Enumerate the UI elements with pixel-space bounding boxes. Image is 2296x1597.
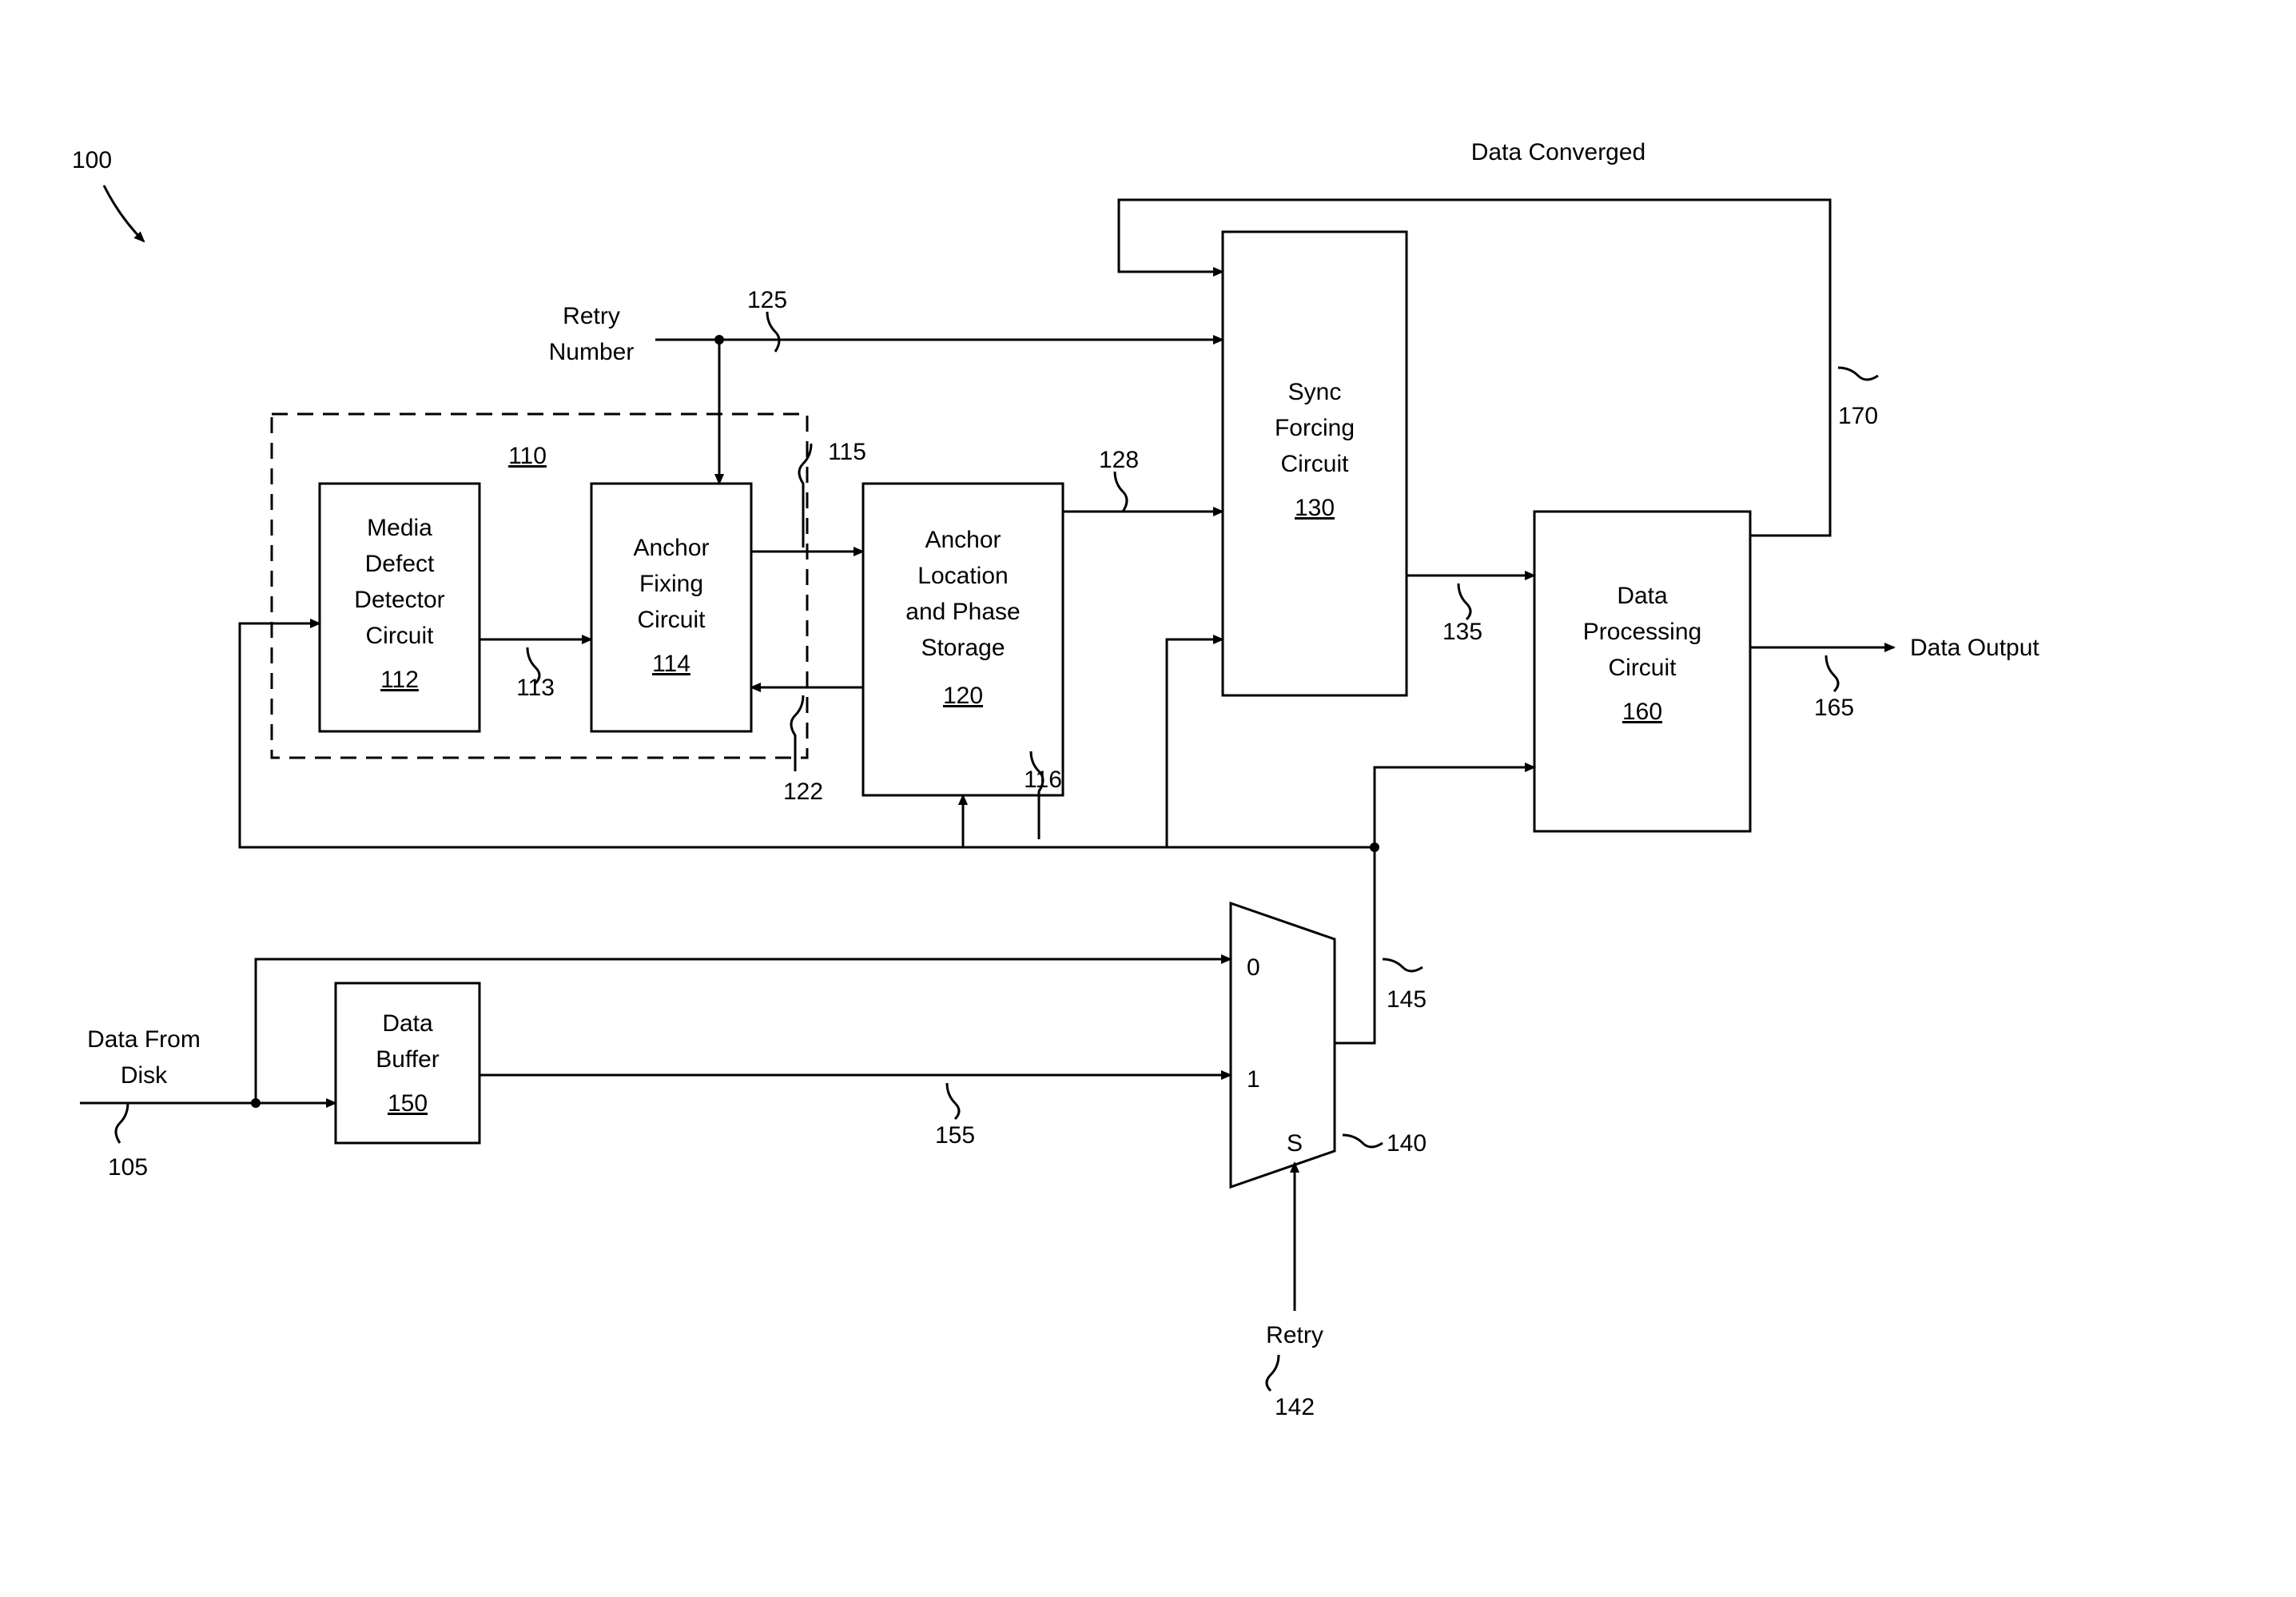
svg-text:Circuit: Circuit	[637, 607, 706, 633]
squiggle-155	[947, 1083, 959, 1119]
ref-122: 122	[783, 779, 823, 805]
data-from-disk-label-2: Disk	[121, 1062, 168, 1089]
ref-165: 165	[1814, 695, 1854, 721]
squiggle-128	[1115, 472, 1127, 512]
svg-text:Data: Data	[1617, 583, 1668, 609]
svg-text:Sync: Sync	[1288, 379, 1342, 405]
data-output-label: Data Output	[1910, 635, 2039, 661]
squiggle-115	[799, 444, 811, 548]
squiggle-142	[1267, 1355, 1279, 1391]
wire-bus-to-sync	[1167, 639, 1223, 847]
ref-135: 135	[1442, 619, 1482, 645]
ref-142: 142	[1275, 1394, 1315, 1420]
dashed-group-ref: 110	[508, 443, 547, 469]
svg-text:Processing: Processing	[1583, 619, 1701, 645]
svg-text:Anchor: Anchor	[925, 527, 1001, 553]
mux-in0-label: 0	[1247, 954, 1260, 981]
svg-text:Buffer: Buffer	[376, 1046, 440, 1073]
block-data-processing: Data Processing Circuit 160	[1534, 512, 1750, 831]
ref-125: 125	[747, 287, 787, 313]
block-anchor-storage: Anchor Location and Phase Storage 120	[863, 484, 1063, 795]
figure-ref-arrow	[104, 185, 144, 241]
svg-text:160: 160	[1622, 699, 1662, 725]
ref-145: 145	[1387, 986, 1427, 1013]
svg-text:Circuit: Circuit	[1280, 451, 1349, 477]
block-data-buffer: Data Buffer 150	[336, 983, 479, 1143]
squiggle-170	[1838, 368, 1878, 380]
ref-128: 128	[1099, 447, 1139, 473]
squiggle-125	[767, 312, 779, 352]
data-from-disk-label-1: Data From	[87, 1026, 201, 1053]
retry-number-label-line1: Retry	[563, 303, 620, 329]
mux-selector: 0 1 S	[1231, 903, 1335, 1187]
ref-115: 115	[828, 439, 866, 465]
squiggle-140	[1343, 1135, 1383, 1147]
svg-text:Forcing: Forcing	[1275, 415, 1355, 441]
svg-text:150: 150	[388, 1090, 428, 1117]
squiggle-122	[791, 695, 803, 771]
svg-text:Media: Media	[367, 515, 432, 541]
ref-170: 170	[1838, 403, 1878, 429]
svg-text:Location: Location	[917, 563, 1008, 589]
svg-text:114: 114	[652, 651, 690, 677]
block-media-defect-detector: Media Defect Detector Circuit 112	[320, 484, 479, 731]
svg-text:Fixing: Fixing	[639, 571, 703, 597]
svg-text:Circuit: Circuit	[365, 623, 434, 649]
squiggle-145	[1383, 959, 1423, 971]
svg-text:Defect: Defect	[365, 551, 435, 577]
block-anchor-fixing: Anchor Fixing Circuit 114	[591, 484, 751, 731]
svg-text:Storage: Storage	[921, 635, 1005, 661]
ref-155: 155	[935, 1122, 975, 1149]
squiggle-165	[1826, 655, 1838, 691]
retry-number-label-line2: Number	[549, 339, 635, 365]
svg-text:Data: Data	[382, 1010, 433, 1037]
wire-mux-out-up	[1335, 847, 1375, 1043]
ref-140: 140	[1387, 1130, 1427, 1157]
mux-in1-label: 1	[1247, 1066, 1260, 1093]
data-converged-label: Data Converged	[1471, 139, 1645, 165]
mux-sel-label: S	[1287, 1130, 1303, 1157]
wire-muxout-to-dataproc	[1375, 767, 1534, 847]
figure-ref-label: 100	[72, 147, 112, 173]
svg-text:112: 112	[380, 667, 419, 693]
squiggle-135	[1458, 583, 1470, 619]
svg-text:Anchor: Anchor	[633, 535, 709, 561]
ref-116: 116	[1024, 767, 1062, 793]
retry-label: Retry	[1266, 1322, 1323, 1348]
svg-text:120: 120	[943, 683, 983, 709]
svg-text:and Phase: and Phase	[905, 599, 1020, 625]
block-diagram: 100 110 Media Defect Detector Circuit 11…	[0, 0, 2296, 1597]
squiggle-105	[116, 1103, 128, 1143]
ref-105: 105	[108, 1154, 148, 1181]
svg-text:Circuit: Circuit	[1608, 655, 1677, 681]
ref-113: 113	[516, 675, 555, 701]
block-sync-forcing: Sync Forcing Circuit 130	[1223, 232, 1407, 695]
svg-text:130: 130	[1295, 495, 1335, 521]
svg-text:Detector: Detector	[354, 587, 444, 613]
